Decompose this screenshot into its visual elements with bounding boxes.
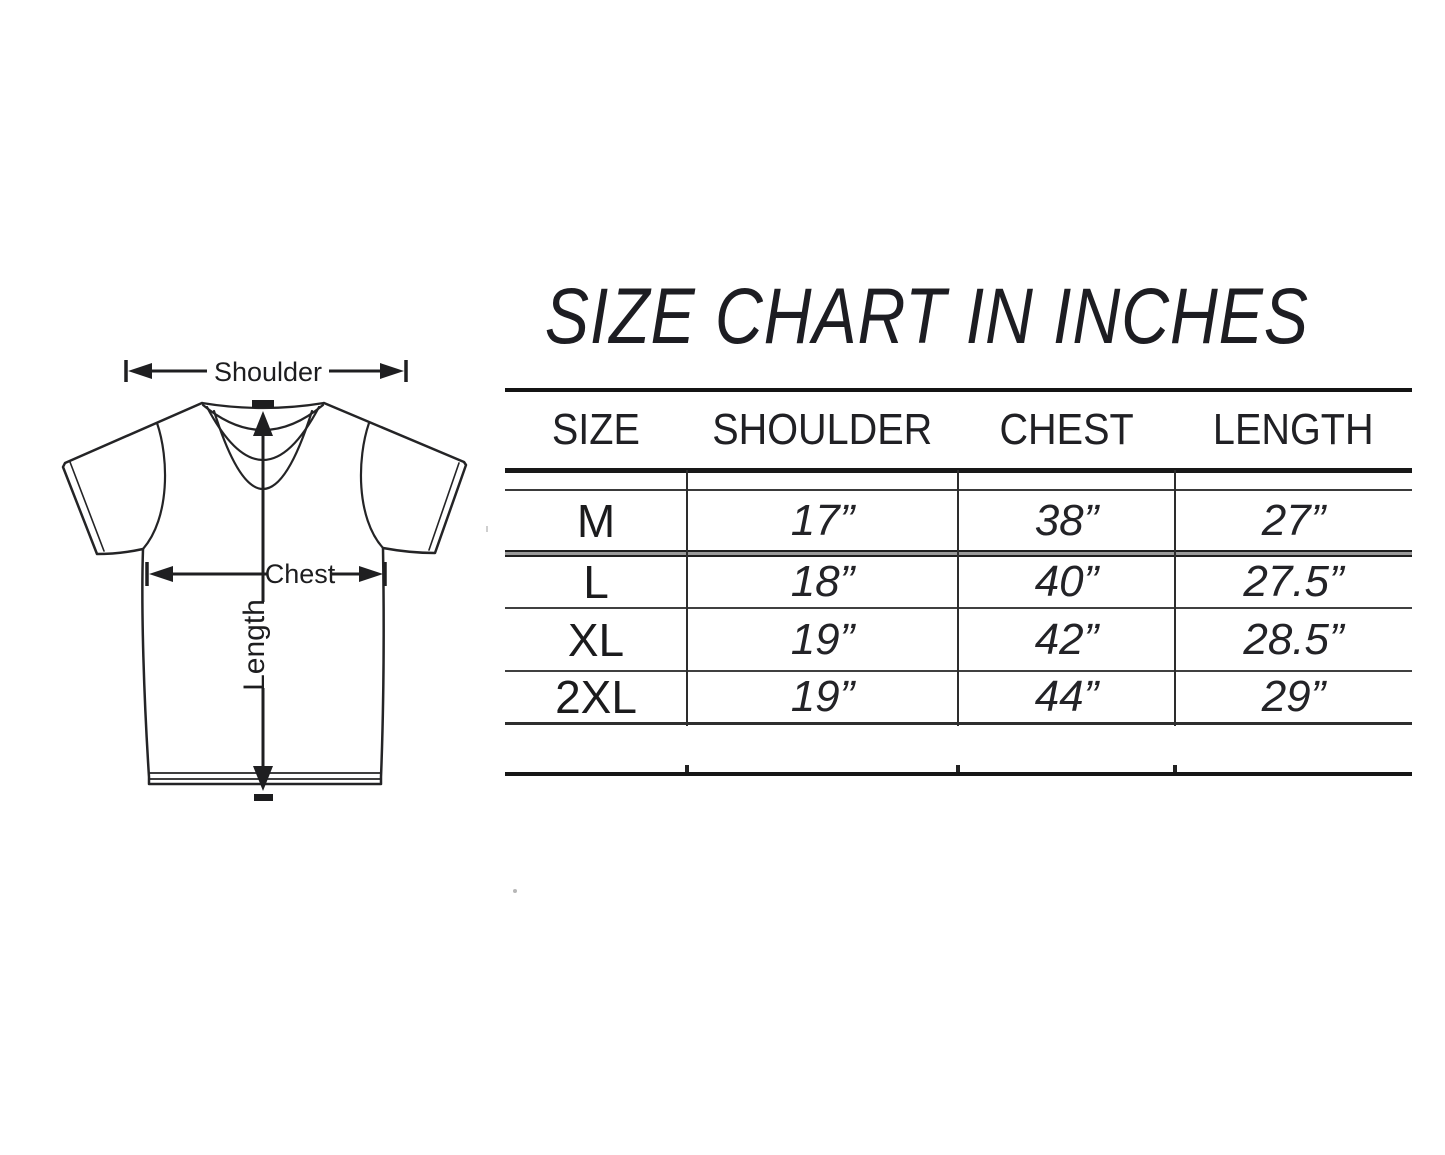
- row-l-shoulder: 18”: [790, 557, 855, 606]
- page-title: SIZE CHART IN INCHES: [472, 276, 1379, 356]
- shoulder-label-bg: [207, 354, 329, 388]
- hem-bottom-tick: [254, 794, 273, 801]
- length-label: Length: [238, 599, 271, 691]
- bottom-rule-tick-1: [685, 765, 689, 772]
- row-m-shoulder: 17”: [790, 496, 855, 545]
- row-l-length: 27.5”: [1243, 557, 1344, 606]
- header-chest: CHEST: [999, 405, 1134, 454]
- row-xl-length: 28.5”: [1243, 614, 1344, 664]
- column-separator-1: [686, 470, 688, 726]
- row-xl-shoulder: 19”: [790, 614, 855, 664]
- size-table: SIZE SHOULDER CHEST LENGTH M 17” 38” 27”…: [505, 388, 1412, 780]
- bottom-rule-tick-2: [956, 765, 960, 772]
- table-row-l: L 18” 40” 27.5”: [505, 556, 1412, 608]
- row-2xl-length: 29”: [1261, 672, 1326, 721]
- table-header-row: SIZE SHOULDER CHEST LENGTH: [505, 392, 1412, 468]
- row-2xl-chest: 44”: [1034, 672, 1099, 721]
- column-separator-2: [957, 470, 959, 726]
- header-size: SIZE: [551, 405, 641, 454]
- row-xl-chest: 42”: [1034, 614, 1099, 664]
- scan-artifact-dot: [513, 889, 517, 893]
- chest-arrow: [145, 562, 387, 586]
- page-title-text: SIZE CHART IN INCHES: [544, 271, 1309, 360]
- row-l-size: L: [583, 556, 609, 608]
- column-separator-3: [1174, 470, 1176, 726]
- row-2xl-shoulder: 19”: [790, 672, 855, 721]
- header-length: LENGTH: [1213, 405, 1374, 454]
- row-l-chest: 40”: [1034, 557, 1099, 606]
- chest-label-bg: [268, 557, 332, 590]
- table-rule-top: [505, 388, 1412, 392]
- collar-top-tick: [252, 400, 274, 408]
- row-2xl-size: 2XL: [555, 671, 637, 723]
- table-row-xl: XL 19” 42” 28.5”: [505, 609, 1412, 670]
- scan-artifact-speck: [486, 526, 488, 532]
- header-shoulder: SHOULDER: [712, 405, 933, 454]
- table-row-2xl: 2XL 19” 44” 29”: [505, 671, 1412, 723]
- shoulder-label: Shoulder: [214, 357, 322, 387]
- row-m-chest: 38”: [1034, 496, 1099, 545]
- row-m-size: M: [576, 495, 616, 547]
- chest-label: Chest: [265, 559, 336, 589]
- bottom-rule-tick-3: [1173, 765, 1177, 772]
- row-xl-size: XL: [567, 613, 625, 666]
- table-rule-bottom: [505, 772, 1412, 776]
- tshirt-measurement-diagram: Shoulder Length Chest: [61, 354, 468, 801]
- row-m-length: 27”: [1261, 496, 1326, 545]
- table-row-m: M 17” 38” 27”: [505, 492, 1412, 550]
